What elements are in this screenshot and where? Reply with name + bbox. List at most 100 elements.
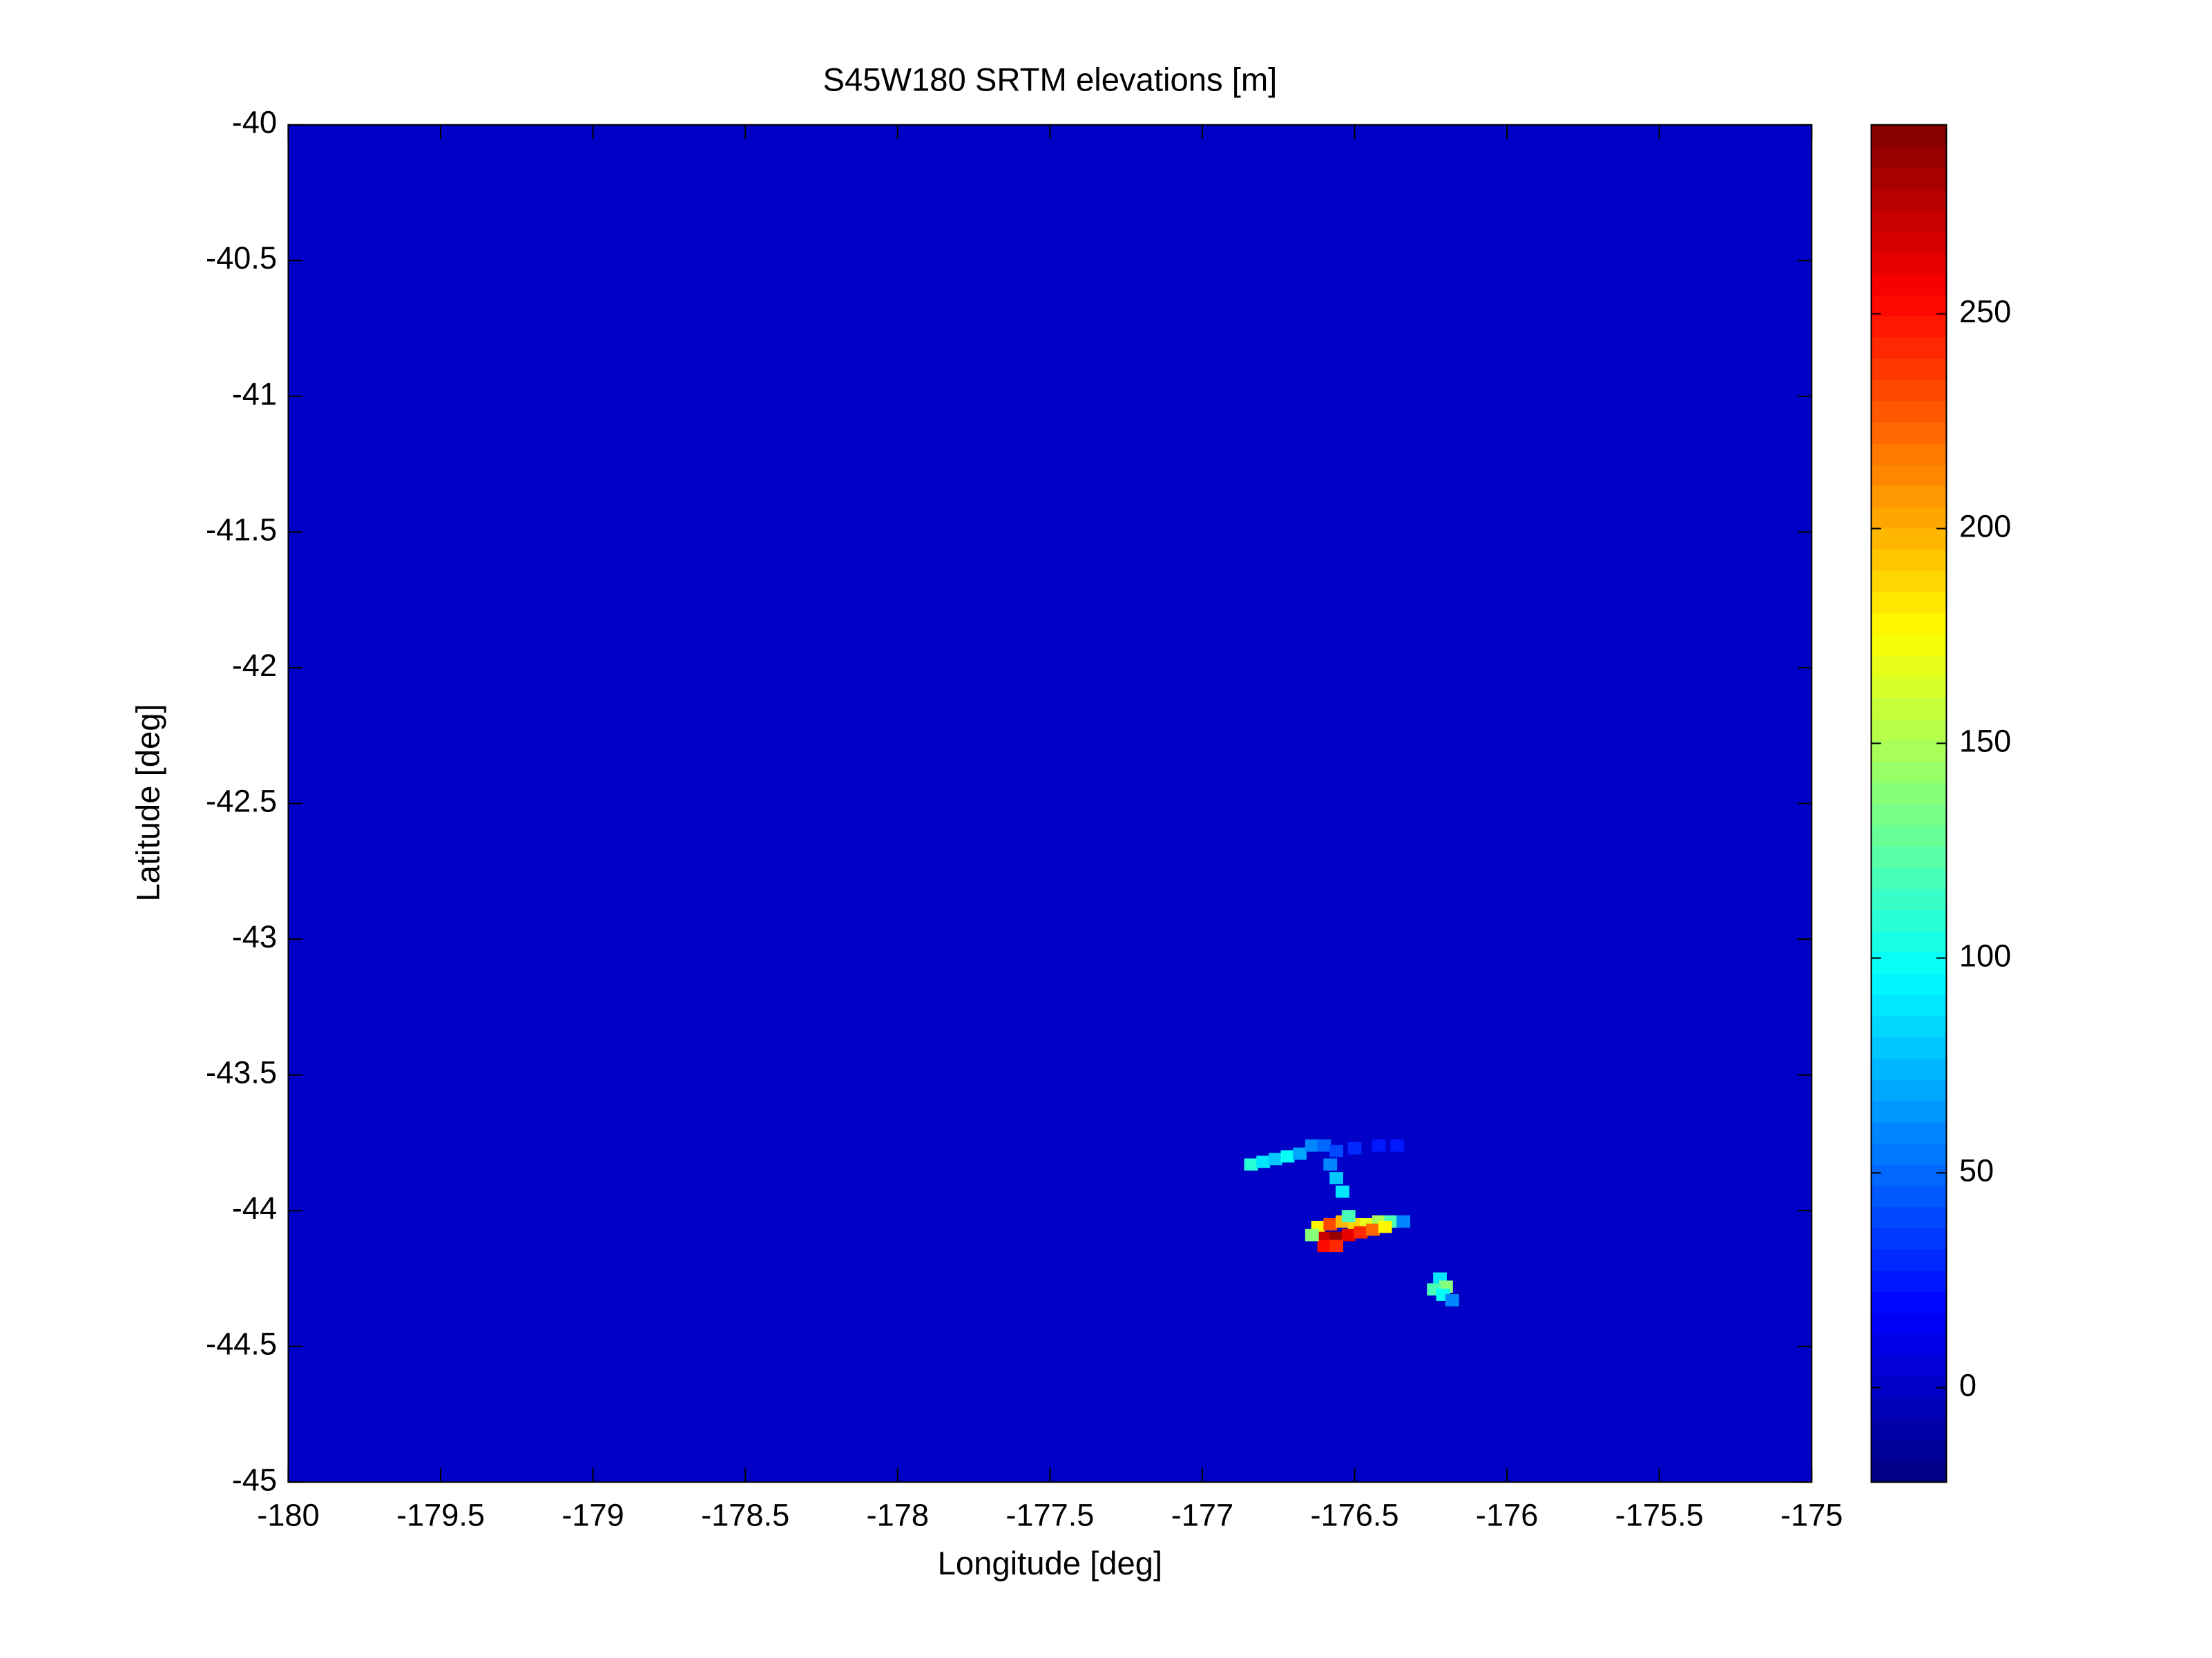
colorbar-step [1871,273,1947,296]
colorbar-step [1871,655,1947,677]
elevation-cell [1378,1220,1392,1233]
elevation-cell [1293,1147,1307,1160]
colorbar-tick-label: 100 [1959,938,2011,973]
colorbar-step [1871,421,1947,444]
x-tick-label: -176 [1476,1498,1538,1533]
colorbar-step [1871,782,1947,804]
x-tick-label: -179.5 [396,1498,485,1533]
y-tick-label: -44.5 [206,1327,277,1362]
colorbar-step [1871,358,1947,380]
elevation-cell [1341,1228,1356,1242]
chart-title: S45W180 SRTM elevations [m] [823,62,1277,99]
x-axis-label: Longitude [deg] [938,1545,1163,1582]
y-tick-label: -41 [232,376,277,412]
colorbar-step [1871,909,1947,932]
x-tick-label: -177.5 [1006,1498,1094,1533]
elevation-cell [1372,1139,1386,1152]
colorbar-step [1871,930,1947,953]
colorbar-step [1871,1206,1947,1228]
colorbar-step [1871,231,1947,253]
colorbar-step [1871,591,1947,614]
x-tick-label: -180 [257,1498,319,1533]
colorbar-step [1871,464,1947,486]
elevation-cell [1323,1158,1338,1171]
colorbar-tick-label: 0 [1959,1367,1977,1402]
x-tick-label: -176.5 [1311,1498,1399,1533]
colorbar-step [1871,1355,1947,1377]
y-tick-label: -45 [232,1462,277,1497]
elevation-cell [1280,1150,1295,1163]
colorbar-tick-label: 50 [1959,1153,1994,1188]
colorbar-step [1871,443,1947,465]
colorbar-tick-label: 150 [1959,723,2011,758]
x-tick-label: -175 [1780,1498,1843,1533]
elevation-cell [1329,1144,1344,1157]
elevation-cell [1317,1240,1331,1253]
elevation-cell [1256,1155,1271,1168]
colorbar-step [1871,379,1947,402]
elevation-cell [1268,1153,1282,1166]
elevation-cell [1329,1240,1344,1253]
colorbar-step [1871,1142,1947,1165]
colorbar-step [1871,336,1947,359]
colorbar-step [1871,1037,1947,1059]
x-tick-label: -178.5 [701,1498,789,1533]
colorbar-step [1871,188,1947,211]
colorbar-step [1871,1100,1947,1123]
colorbar-step [1871,506,1947,529]
colorbar-step [1871,867,1947,889]
x-tick-label: -179 [561,1498,624,1533]
colorbar-step [1871,548,1947,571]
colorbar-step [1871,1058,1947,1080]
y-tick-label: -44 [232,1191,277,1226]
y-tick-label: -40.5 [206,240,277,276]
colorbar-step [1871,1461,1947,1483]
colorbar-step [1871,316,1947,338]
y-tick-label: -42 [232,648,277,683]
colorbar-step [1871,1333,1947,1356]
colorbar-step [1871,209,1947,232]
y-tick-label: -43 [232,919,277,954]
colorbar-step [1871,718,1947,741]
colorbar-step [1871,1397,1947,1420]
y-tick-label: -42.5 [206,783,277,818]
colorbar-step [1871,400,1947,423]
colorbar-step [1871,1249,1947,1271]
y-tick-label: -43.5 [206,1055,277,1090]
colorbar-step [1871,252,1947,274]
colorbar-step [1871,1185,1947,1208]
colorbar-step [1871,1291,1947,1313]
x-tick-label: -175.5 [1615,1498,1704,1533]
colorbar-step [1871,761,1947,783]
elevation-cell [1323,1218,1338,1231]
elevation-cell [1390,1139,1405,1152]
colorbar-step [1871,613,1947,635]
colorbar-step [1871,528,1947,550]
colorbar-frame [1870,124,1947,1483]
elevation-cell [1329,1172,1344,1184]
colorbar-step [1871,167,1947,189]
elevation-cell [1347,1141,1362,1155]
colorbar-step [1871,633,1947,656]
colorbar-step [1871,1418,1947,1440]
elevation-cell [1317,1139,1331,1152]
elevation-cell [1305,1228,1319,1242]
elevation-cell [1354,1226,1368,1239]
elevation-cell [1445,1294,1459,1307]
colorbar-step [1871,1376,1947,1398]
x-tick-label: -177 [1171,1498,1233,1533]
colorbar-step [1871,1270,1947,1292]
y-tick-label: -40 [232,105,277,140]
colorbar-step [1871,570,1947,592]
colorbar-step [1871,803,1947,826]
colorbar-step [1871,1015,1947,1038]
colorbar-step [1871,1312,1947,1335]
colorbar-step [1871,1227,1947,1250]
colorbar-step [1871,1439,1947,1462]
colorbar-step [1871,825,1947,847]
colorbar-step [1871,994,1947,1016]
elevation-cell [1305,1139,1319,1152]
colorbar-step [1871,676,1947,698]
